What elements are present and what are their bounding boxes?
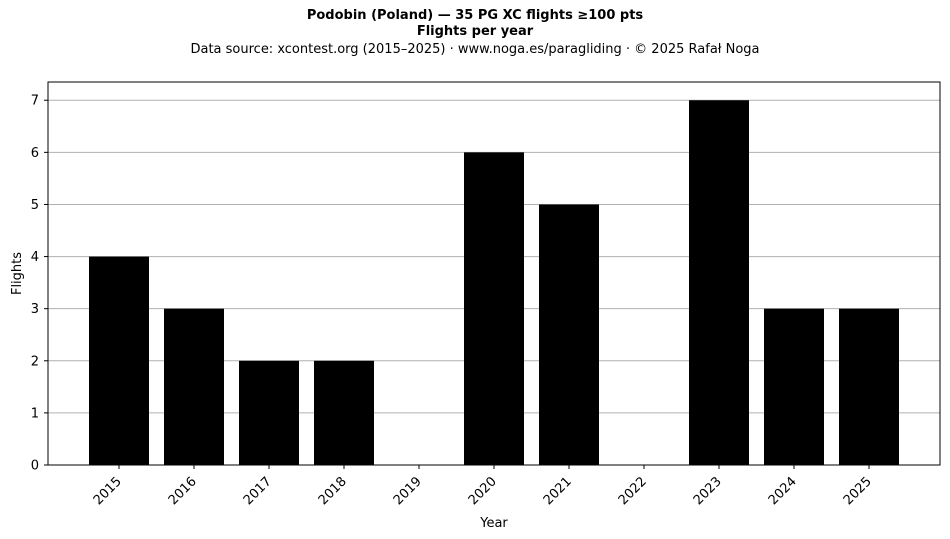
chart-source-line: Data source: xcontest.org (2015–2025) · … — [190, 42, 760, 57]
y-tick-label: 4 — [31, 250, 39, 265]
y-axis-label: Flights — [10, 252, 25, 295]
y-tick-label: 1 — [31, 406, 39, 421]
bar-2018 — [314, 360, 374, 465]
y-tick-label: 6 — [31, 146, 39, 161]
bar-2017 — [239, 360, 299, 465]
bar-2015 — [89, 256, 149, 465]
x-tick-label: 2017 — [241, 474, 275, 508]
y-tick-label: 5 — [31, 198, 39, 213]
x-tick-label: 2023 — [691, 474, 725, 508]
x-tick-label: 2025 — [841, 474, 875, 508]
x-tick-label: 2021 — [541, 474, 575, 508]
x-tick-label: 2020 — [466, 474, 500, 508]
x-axis: 2015 2016 2017 2018 2019 2020 2021 2022 2023 2024… — [91, 465, 875, 508]
bar-2025 — [839, 308, 899, 465]
bar-2023 — [689, 100, 749, 465]
y-axis: 0 1 2 3 4 5 6 7 — [31, 94, 48, 474]
y-tick-label: 3 — [31, 302, 39, 317]
x-axis-label: Year — [479, 516, 508, 531]
chart-subtitle: Flights per year — [416, 24, 534, 39]
x-tick-label: 2024 — [766, 474, 800, 508]
x-tick-label: 2022 — [616, 474, 650, 508]
bar-2020 — [464, 152, 524, 466]
y-tick-label: 7 — [31, 94, 39, 109]
bar-2021 — [539, 204, 599, 465]
x-tick-label: 2015 — [91, 474, 125, 508]
y-tick-label: 2 — [31, 354, 39, 369]
chart-title: Podobin (Poland) — 35 PG XC flights ≥100… — [306, 8, 644, 23]
chart-titles: Podobin (Poland) — 35 PG XC flights ≥100… — [0, 8, 950, 60]
bars — [89, 100, 899, 466]
bar-2016 — [164, 308, 224, 465]
bar-2024 — [764, 308, 824, 465]
y-tick-label: 0 — [31, 459, 39, 474]
x-tick-label: 2019 — [391, 474, 425, 508]
x-tick-label: 2016 — [166, 474, 200, 508]
x-tick-label: 2018 — [316, 474, 350, 508]
